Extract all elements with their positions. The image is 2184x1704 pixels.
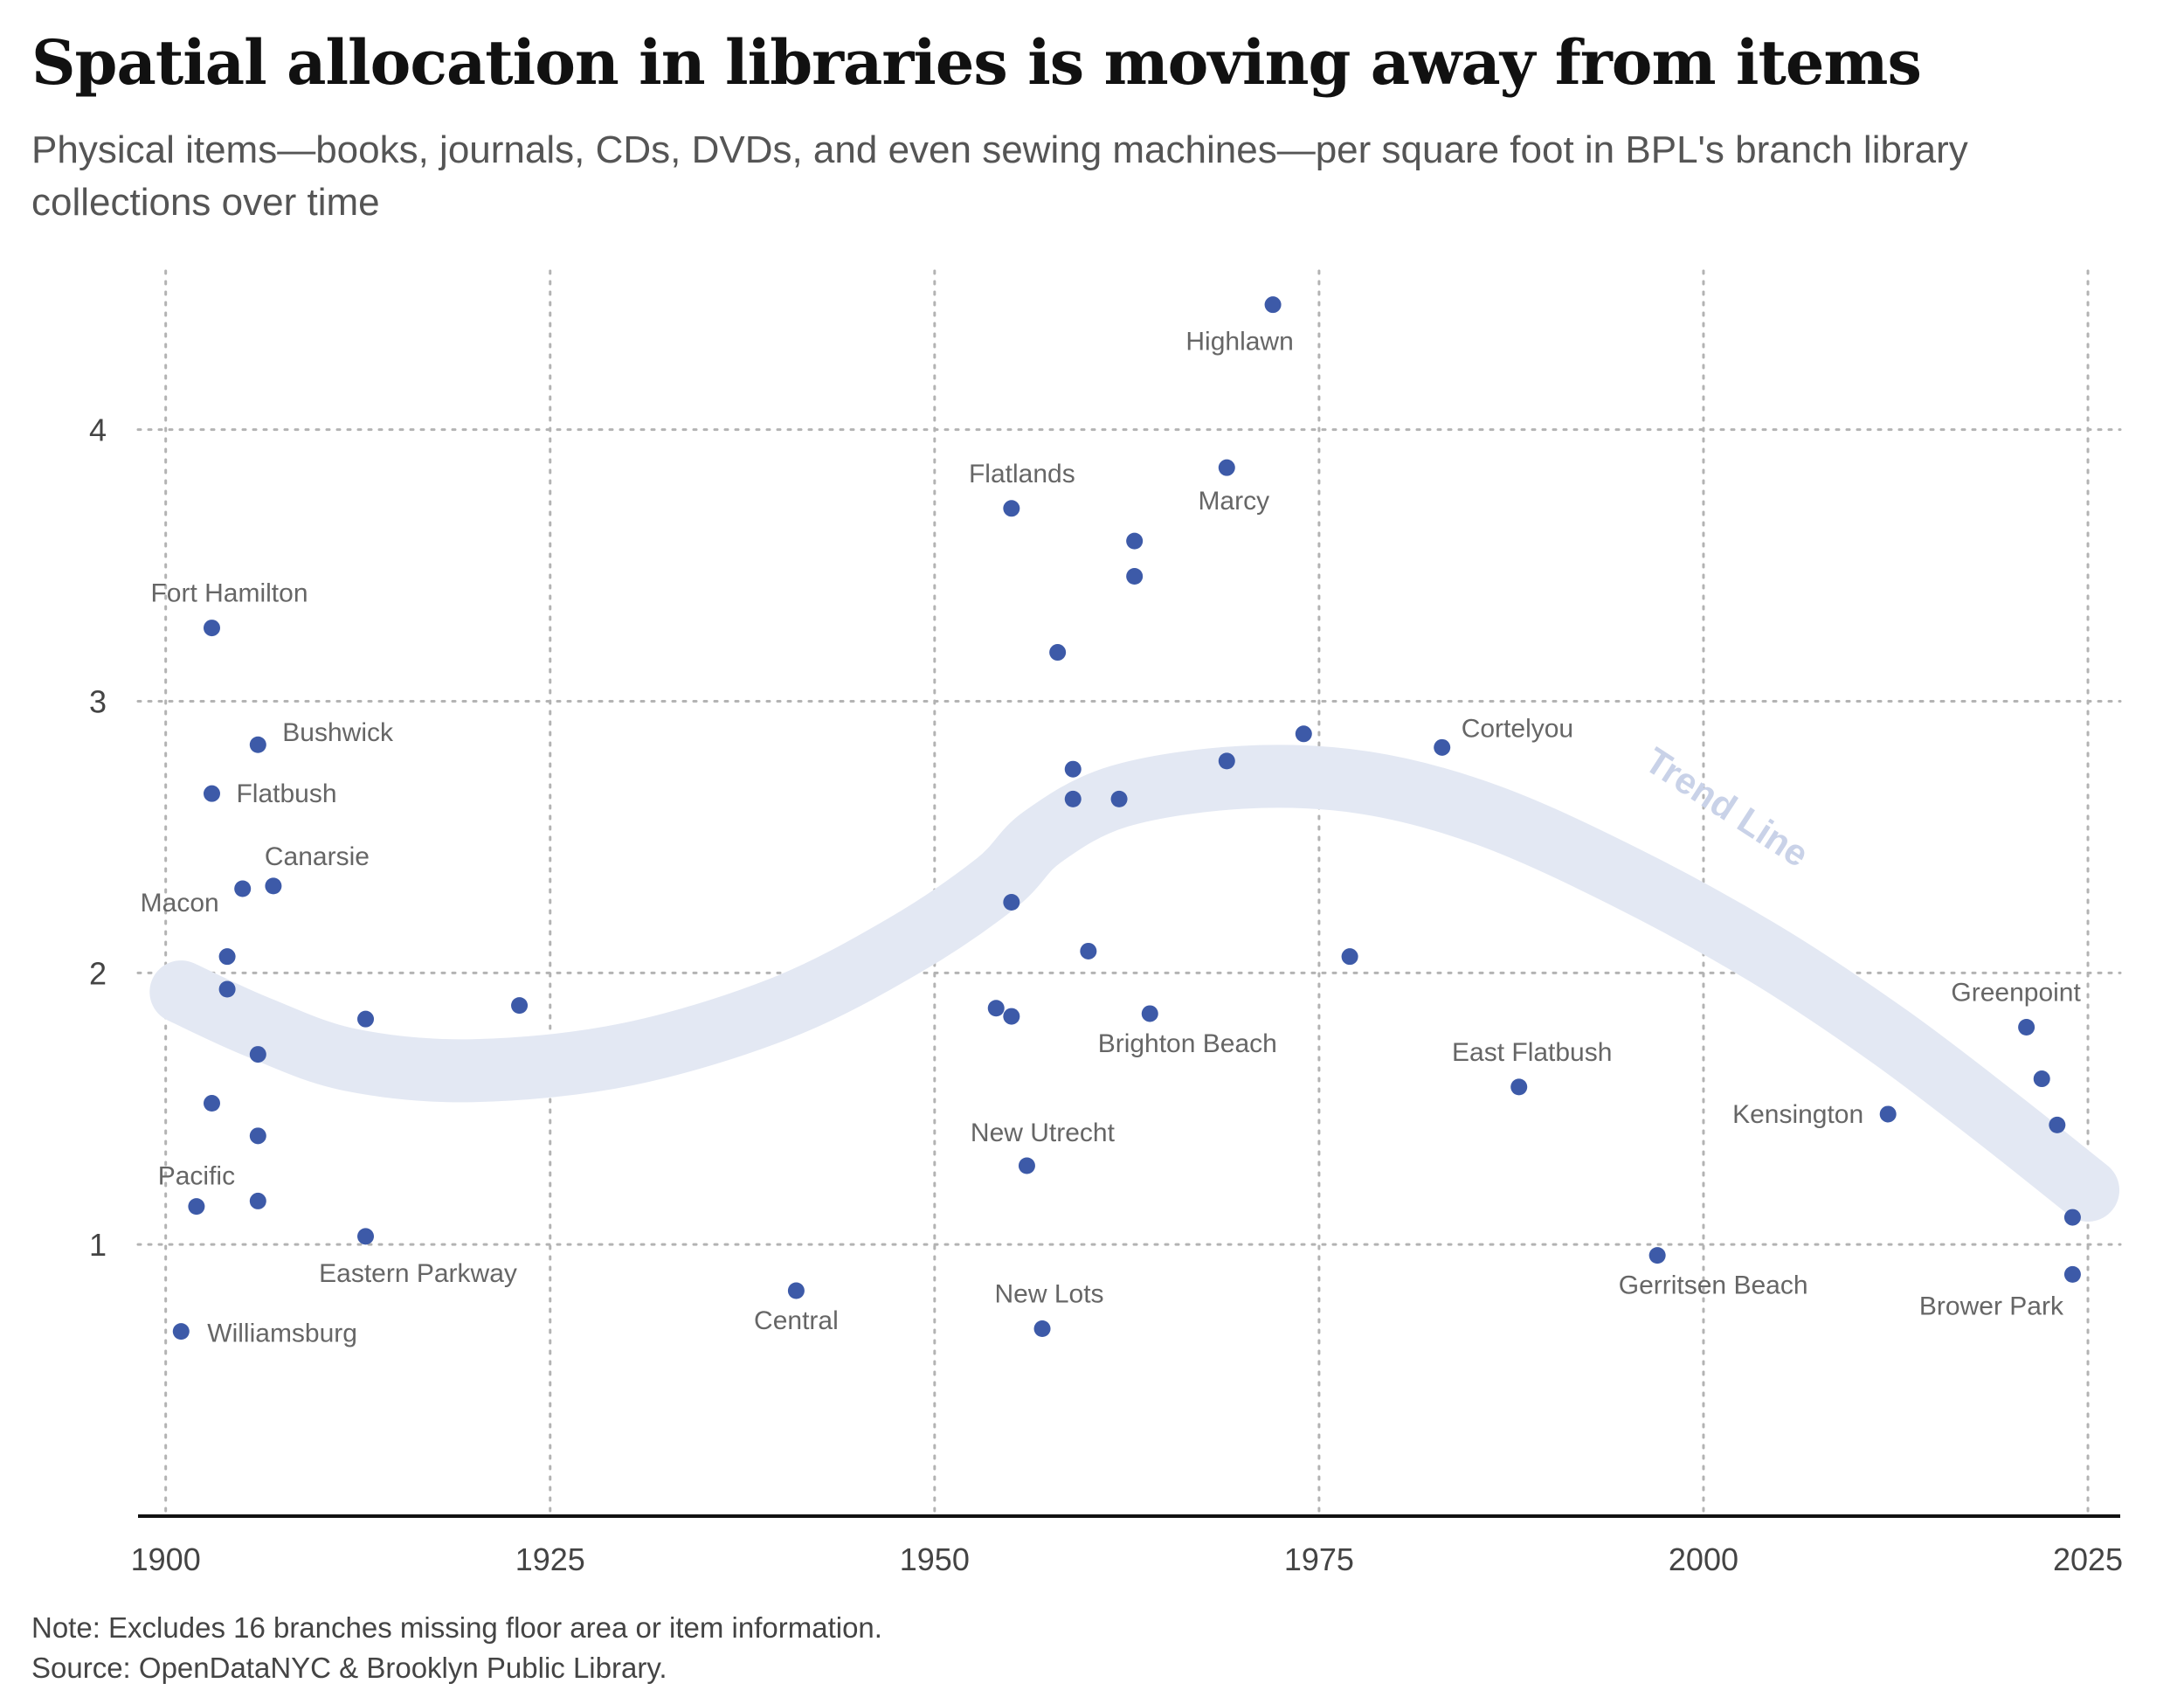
point-label: Cortelyou [1462,714,1573,743]
data-point[interactable] [2063,1265,2081,1283]
data-point[interactable] [1341,948,1358,966]
data-point[interactable] [203,785,220,802]
x-tick-label-2000: 2000 [1669,1541,1738,1577]
point-label: Central [754,1306,839,1335]
chart-source: Source: OpenDataNYC & Brooklyn Public Li… [31,1652,667,1684]
chart-subtitle: Physical items—books, journals, CDs, DVD… [31,128,1968,224]
data-point[interactable] [1064,760,1082,778]
point-label: Williamsburg [207,1320,357,1348]
data-point[interactable] [357,1010,375,1028]
data-point[interactable] [1218,752,1235,770]
data-point[interactable] [249,1046,266,1063]
x-tick-label-2025: 2025 [2053,1541,2123,1577]
trend-line-label: Trend Line [1638,739,1816,875]
data-point[interactable] [2033,1070,2050,1088]
data-point[interactable] [1879,1105,1897,1123]
data-point[interactable] [1049,644,1067,662]
point-labels: Williamsburg Pacific Fort Hamilton Flatbush… [141,328,2082,1348]
data-point[interactable] [1018,1157,1035,1174]
y-tick-label-3: 3 [89,683,107,719]
data-point[interactable] [203,1095,220,1112]
data-point[interactable] [1264,296,1282,314]
chart-title: Spatial allocation in libraries is movin… [31,26,1922,99]
data-point[interactable] [1126,532,1144,550]
x-tick-label-1950: 1950 [900,1541,970,1577]
data-point[interactable] [2063,1209,2081,1226]
data-point[interactable] [1003,500,1020,517]
y-tick-label-1: 1 [89,1227,107,1263]
data-point[interactable] [987,1000,1005,1017]
data-point[interactable] [1510,1078,1528,1096]
data-point[interactable] [1003,1008,1020,1025]
data-point[interactable] [249,736,266,753]
data-point[interactable] [511,997,529,1015]
data-point[interactable] [249,1192,266,1209]
point-label: Greenpoint [1951,978,2081,1007]
y-tick-label-4: 4 [89,412,107,448]
x-tick-label-1975: 1975 [1284,1541,1354,1577]
data-point[interactable] [234,880,252,897]
data-point[interactable] [787,1282,805,1299]
axes: 1900 1925 1950 1975 2000 2025 1 2 3 4 [89,412,2123,1577]
data-point[interactable] [172,1323,190,1340]
data-point[interactable] [1003,894,1020,911]
data-point[interactable] [1110,790,1128,807]
data-point[interactable] [1064,790,1082,807]
data-point[interactable] [1648,1247,1666,1264]
data-point[interactable] [1080,942,1097,959]
point-label: Canarsie [265,842,370,871]
data-point[interactable] [2018,1018,2035,1036]
point-label: Gerritsen Beach [1619,1271,1808,1300]
x-tick-label-1900: 1900 [131,1541,201,1577]
data-point[interactable] [1033,1320,1051,1338]
point-label: Flatlands [969,460,1075,488]
point-label: Highlawn [1185,328,1293,357]
data-point[interactable] [218,948,236,966]
point-label: East Flatbush [1452,1038,1612,1067]
y-tick-label-2: 2 [89,955,107,991]
data-point[interactable] [188,1198,205,1216]
point-label: Pacific [158,1162,235,1191]
point-label: Marcy [1198,487,1269,516]
point-label: New Lots [995,1280,1104,1309]
point-label: New Utrecht [971,1119,1116,1147]
chart-note: Note: Excludes 16 branches missing floor… [31,1611,882,1644]
data-point[interactable] [1295,725,1312,743]
point-label: Fort Hamilton [150,579,308,608]
data-point[interactable] [265,877,282,895]
point-label: Bushwick [282,718,394,747]
point-label: Macon [141,889,219,918]
point-label: Brighton Beach [1098,1029,1277,1058]
data-point[interactable] [1218,459,1235,476]
data-point[interactable] [249,1127,266,1145]
data-point[interactable] [1126,568,1144,585]
gridlines [136,269,2122,1518]
data-points [172,296,2081,1340]
data-point[interactable] [218,980,236,998]
point-label: Eastern Parkway [319,1259,517,1288]
data-point[interactable] [1141,1005,1158,1022]
x-tick-label-1925: 1925 [515,1541,585,1577]
data-point[interactable] [2049,1116,2066,1133]
data-point[interactable] [357,1228,375,1245]
data-point[interactable] [203,620,220,637]
data-point[interactable] [1434,738,1451,756]
trend-band [149,745,2120,1222]
point-label: Flatbush [236,779,336,808]
point-label: Brower Park [1919,1292,2064,1320]
point-label: Kensington [1732,1100,1863,1129]
